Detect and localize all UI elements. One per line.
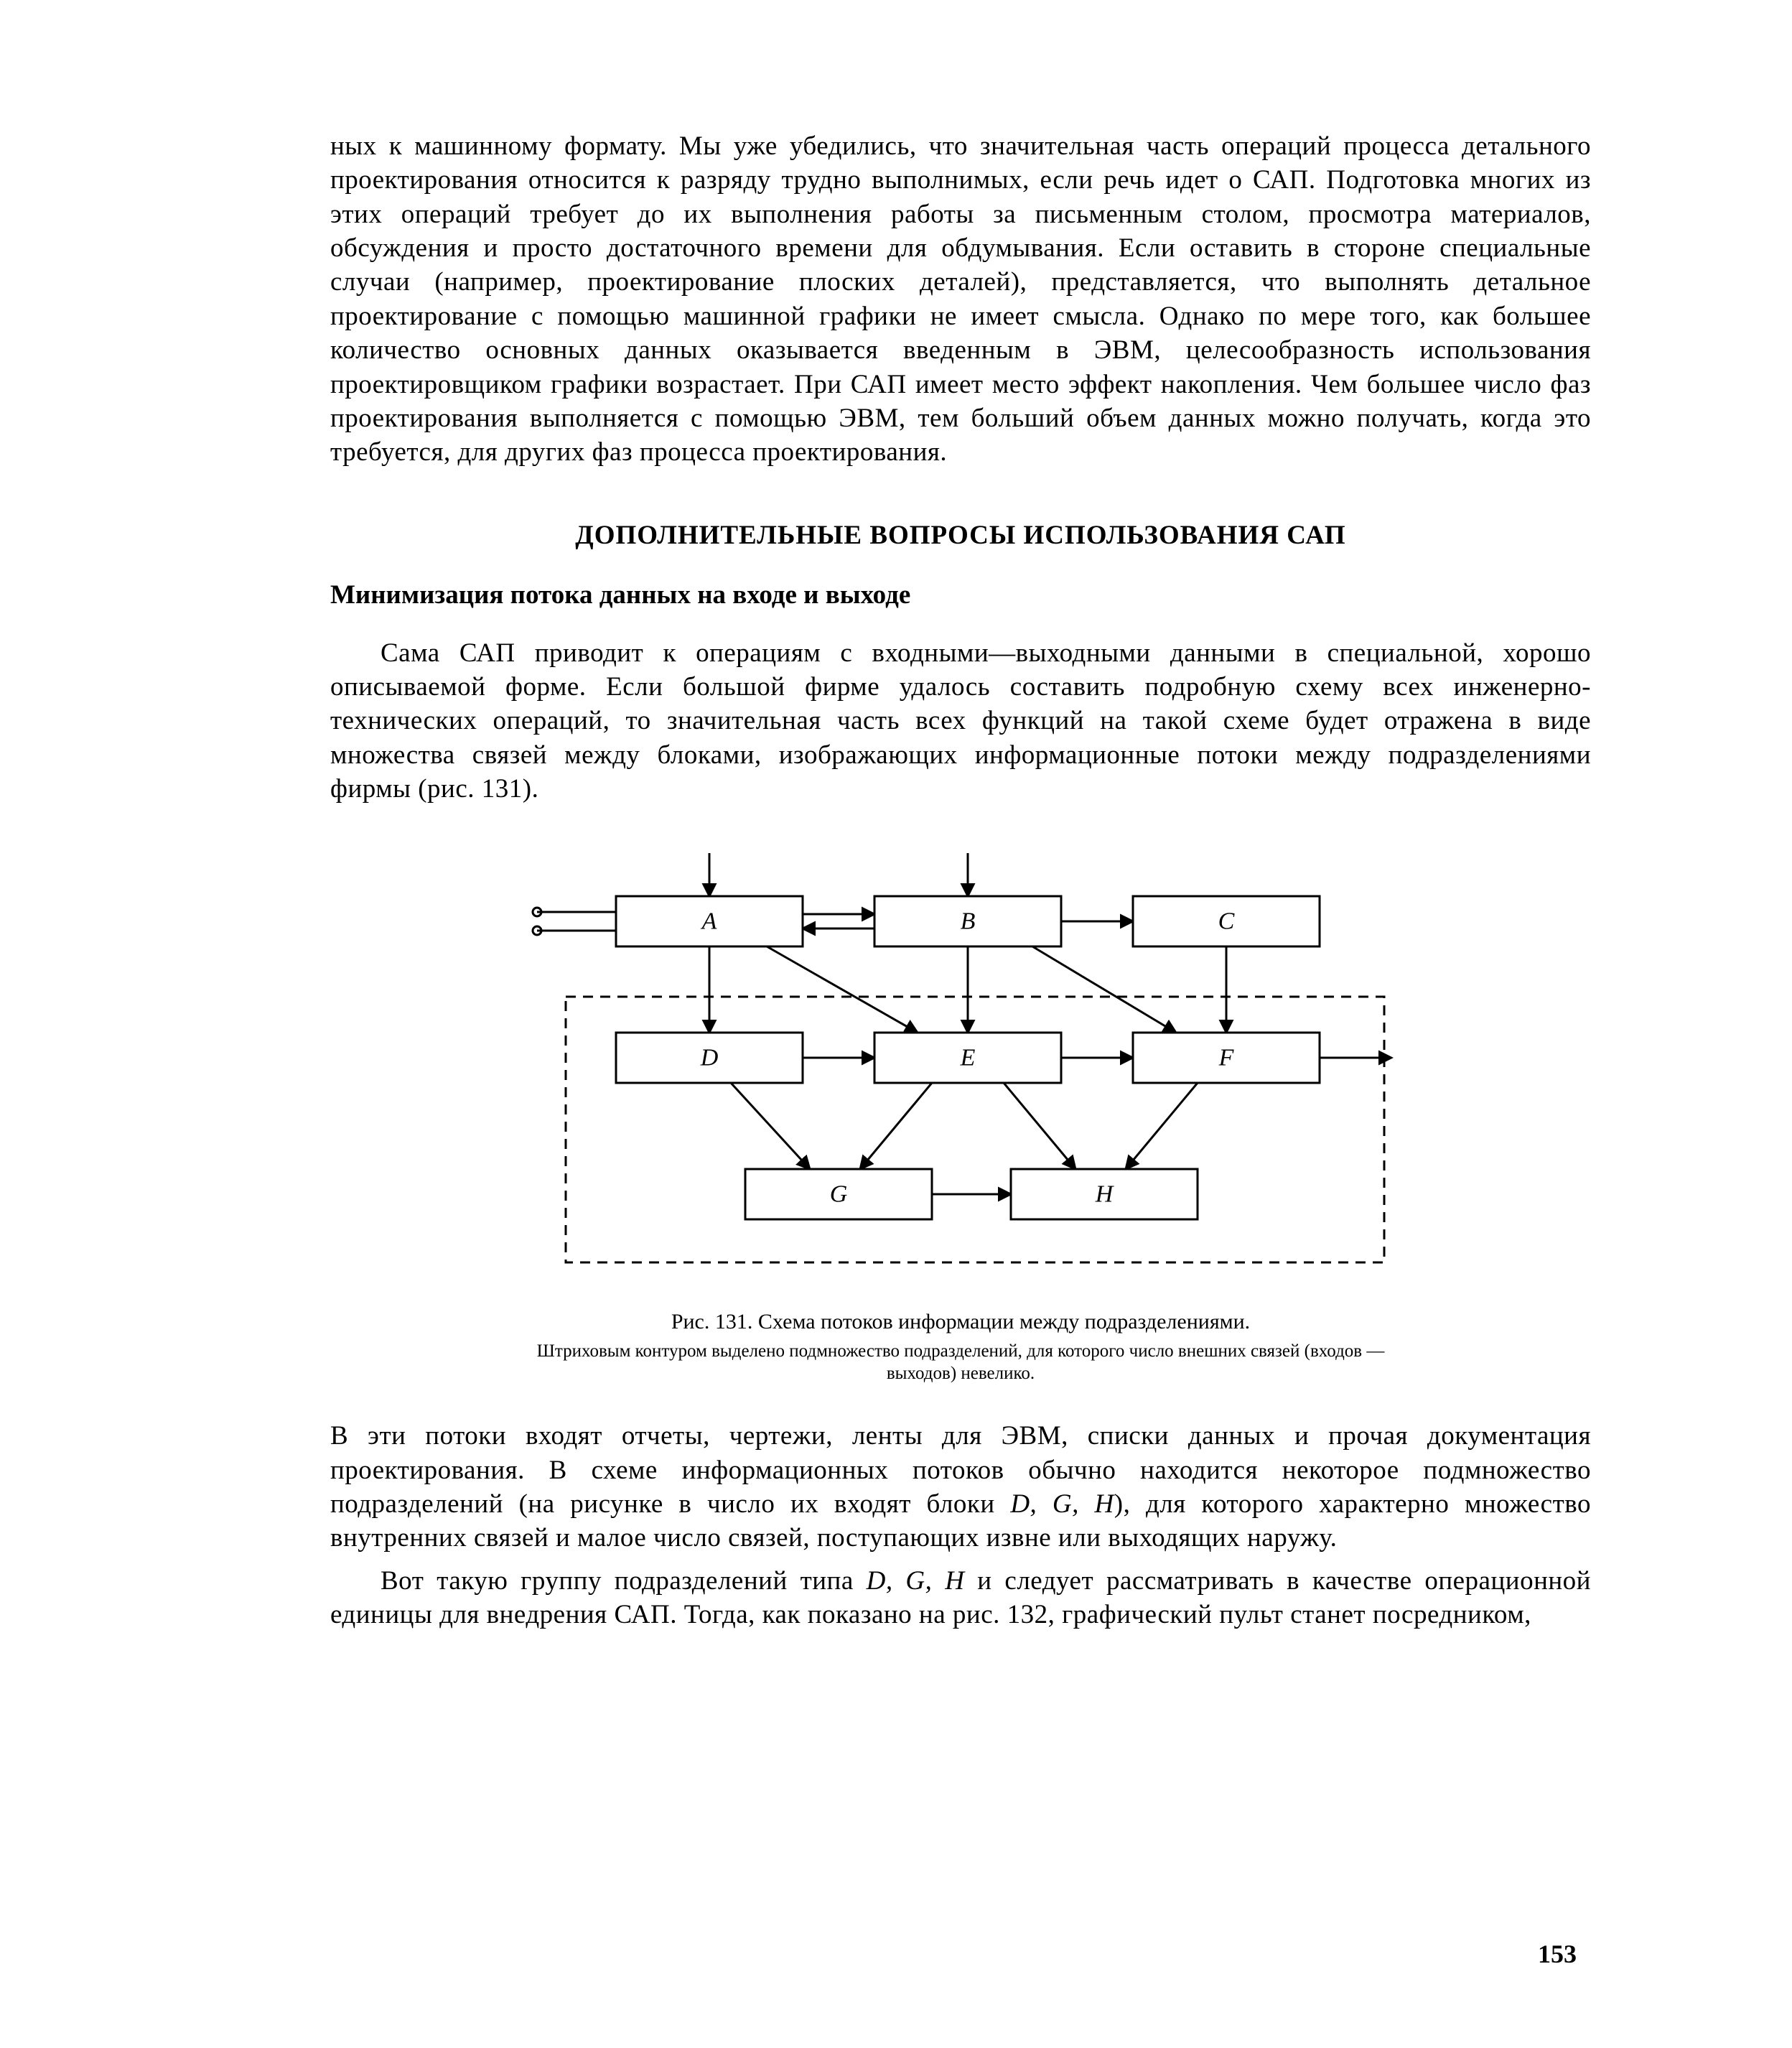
- page-number: 153: [1538, 1939, 1577, 1969]
- paragraph-4-pre: Вот такую группу подразделений типа: [381, 1566, 867, 1596]
- node-label-A: A: [701, 908, 717, 935]
- figure-subcaption: Штриховым контуром выделено подмножество…: [530, 1340, 1391, 1385]
- edge-D-G: [731, 1083, 810, 1169]
- edge-A-E: [767, 946, 918, 1033]
- paragraph-3: В эти потоки входят отчеты, чертежи, лен…: [330, 1419, 1591, 1555]
- node-label-F: F: [1218, 1045, 1235, 1071]
- edge-F-H: [1126, 1083, 1198, 1169]
- paragraph-2: Сама САП приводит к операциям с входными…: [330, 636, 1591, 806]
- figure-131: A B C D E F G H: [458, 832, 1463, 1291]
- node-label-G: G: [830, 1181, 848, 1208]
- edge-B-F: [1032, 946, 1176, 1033]
- figure-caption: Рис. 131. Схема потоков информации между…: [330, 1308, 1591, 1336]
- paragraph-4: Вот такую группу подразделений типа D, G…: [330, 1564, 1591, 1632]
- section-title: ДОПОЛНИТЕЛЬНЫЕ ВОПРОСЫ ИСПОЛЬЗОВАНИЯ САП: [330, 520, 1591, 551]
- figure-131-svg: A B C D E F G H: [458, 832, 1463, 1291]
- edge-E-H: [1004, 1083, 1075, 1169]
- node-label-C: C: [1218, 908, 1235, 935]
- paragraph-3-italic: D, G, H: [1010, 1489, 1114, 1519]
- node-label-B: B: [961, 908, 976, 935]
- node-label-E: E: [960, 1045, 976, 1071]
- edge-E-G: [860, 1083, 932, 1169]
- page: ных к машинному формату. Мы уже убедилис…: [0, 0, 1792, 2048]
- subsection-title: Минимизация потока данных на входе и вых…: [330, 580, 1591, 610]
- paragraph-4-italic: D, G, H: [867, 1566, 965, 1596]
- node-label-H: H: [1095, 1181, 1115, 1208]
- node-label-D: D: [700, 1045, 719, 1071]
- paragraph-1: ных к машинному формату. Мы уже убедилис…: [330, 129, 1591, 470]
